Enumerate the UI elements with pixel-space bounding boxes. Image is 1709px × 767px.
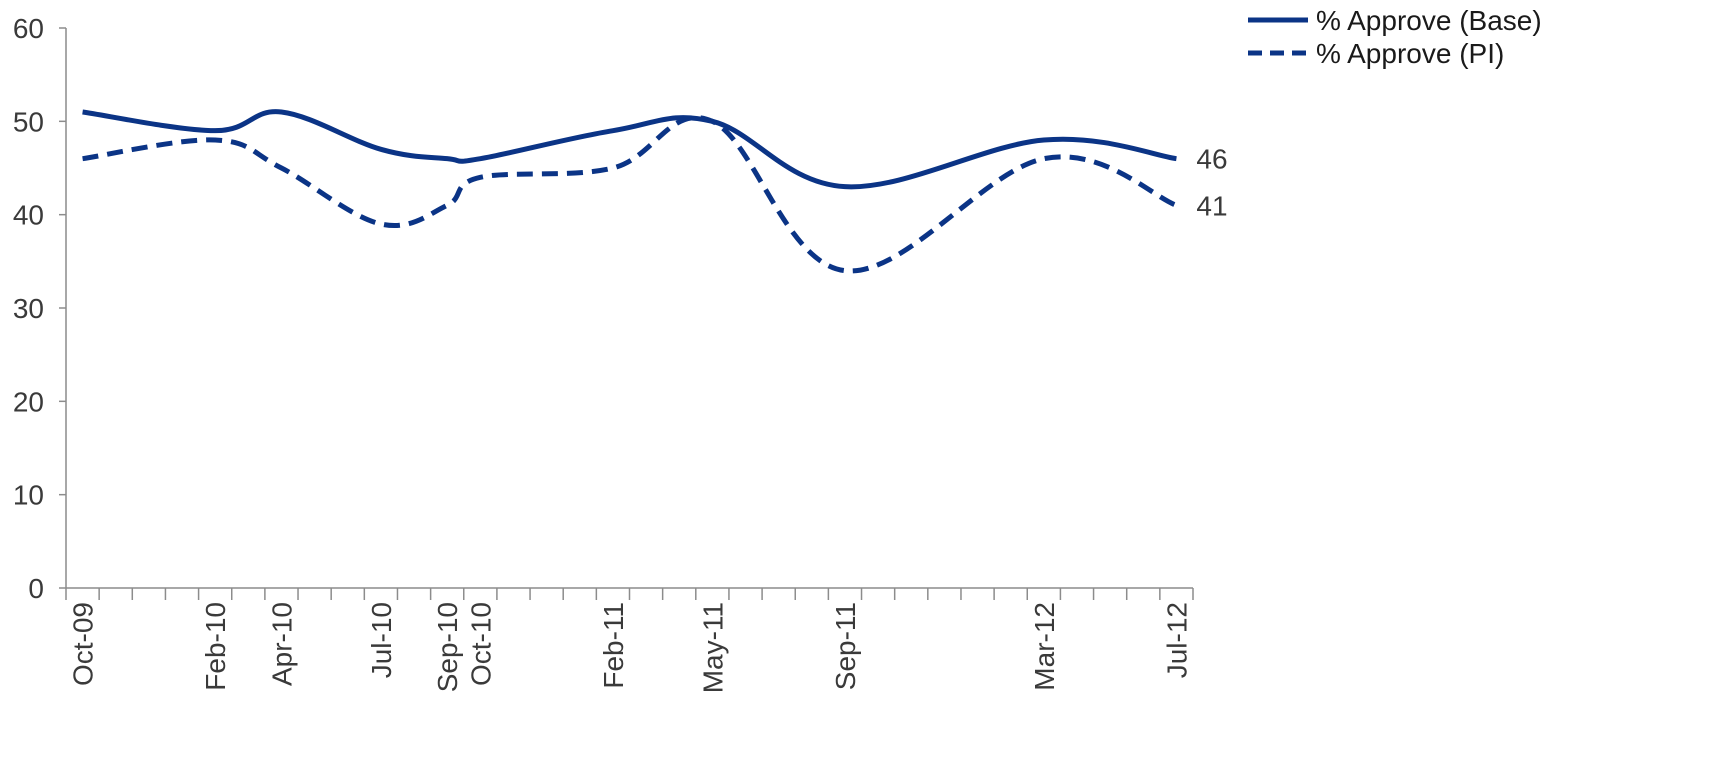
legend: % Approve (Base)% Approve (PI) [1248,5,1542,69]
legend-label: % Approve (Base) [1316,5,1542,36]
x-axis-ticks: Oct-09 Feb-10 Apr-10 Jul-10 Sep-10 Oct-10 Feb-… [65,588,1194,693]
end-value-label: 46 [1196,144,1227,175]
y-axis-ticks: 0 10 20 30 40 50 60 [13,13,66,604]
y-tick-label: 50 [13,106,44,137]
x-tick-label: Jul-12 [1161,602,1192,678]
x-tick-label: Sep-10 [432,602,463,692]
x-tick-label: Sep-11 [830,602,861,690]
axes: 0 10 20 30 40 50 60 Oct-09 Feb-10 Apr-10 Jul-10 Se… [13,13,1194,693]
series-line-pi [82,115,1178,274]
end-value-label: 41 [1196,190,1227,221]
legend-label: % Approve (PI) [1316,38,1504,69]
x-tick-label: May-11 [697,602,728,693]
x-tick-label: Jul-10 [366,602,397,678]
y-tick-label: 0 [28,573,44,604]
y-tick-label: 20 [13,386,44,417]
x-tick-label: Apr-10 [266,602,297,686]
y-tick-label: 30 [13,293,44,324]
series-line-base [82,109,1177,190]
y-tick-label: 10 [13,480,44,511]
x-tick-label: Feb-11 [598,602,629,689]
y-tick-label: 60 [13,13,44,44]
x-tick-label: Mar-12 [1029,602,1060,691]
x-tick-label: Feb-10 [200,602,231,691]
series-layer [82,109,1178,274]
x-tick-label: Oct-10 [465,602,496,686]
x-tick-label: Oct-09 [68,602,99,686]
y-tick-label: 40 [13,200,44,231]
